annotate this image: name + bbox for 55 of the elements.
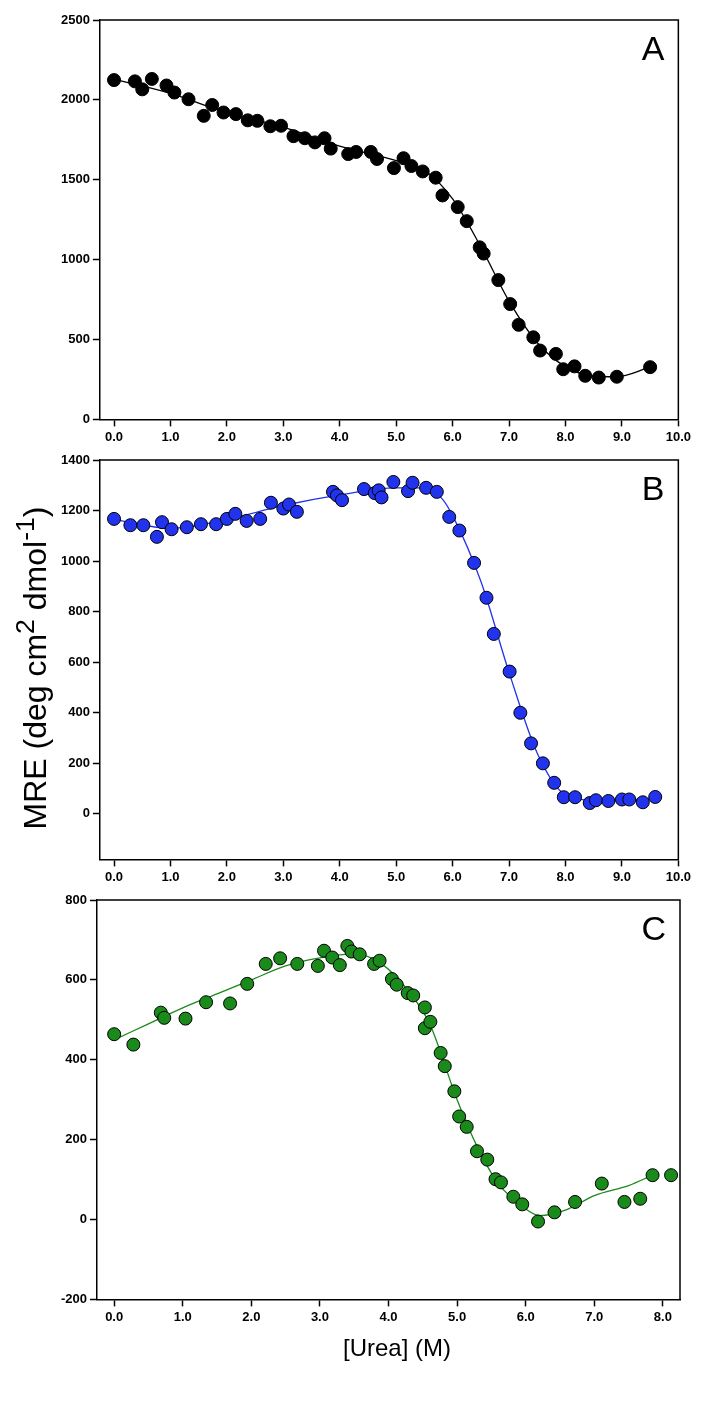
x-tick-label: 1.0 (161, 428, 180, 444)
y-tick-label: 1000 (61, 552, 90, 568)
x-tick-label: 6.0 (443, 428, 462, 444)
x-tick-label: 6.0 (443, 868, 462, 884)
x-tick-label: 4.0 (379, 1308, 398, 1324)
y-tick-label: 800 (68, 603, 90, 619)
x-tick-label: 1.0 (173, 1308, 192, 1324)
y-tick-label: 1000 (61, 251, 90, 267)
x-tick-label: 2.0 (217, 428, 236, 444)
x-tick-label: 3.0 (310, 1308, 329, 1324)
x-tick-label: 8.0 (653, 1308, 672, 1324)
x-axis-title: [Urea] (M) (342, 1334, 452, 1362)
x-tick-label: 7.0 (500, 868, 519, 884)
y-tick-label: 200 (65, 1131, 88, 1147)
x-tick-label: 10.0 (665, 868, 692, 884)
x-tick-label: 8.0 (556, 868, 575, 884)
y-tick-label: 1500 (61, 171, 90, 187)
x-tick-label: 5.0 (448, 1308, 467, 1324)
x-tick-label: 4.0 (330, 428, 349, 444)
x-tick-label: 2.0 (242, 1308, 261, 1324)
annotation: A (641, 29, 665, 68)
y-tick-label: 400 (65, 1051, 88, 1067)
y-tick-label: 500 (68, 331, 90, 347)
x-tick-label: 4.0 (330, 868, 349, 884)
y-tick-label: 0 (82, 805, 90, 821)
x-tick-label: 5.0 (387, 428, 406, 444)
x-tick-label: 0.0 (104, 428, 124, 444)
x-tick-label: 10.0 (665, 428, 692, 444)
x-tick-label: 2.0 (217, 868, 236, 884)
x-tick-label: 7.0 (585, 1308, 604, 1324)
y-tick-label: 1400 (61, 451, 90, 467)
annotation: B (641, 469, 665, 508)
y-tick-label: -200 (60, 1290, 88, 1306)
x-tick-label: 7.0 (500, 428, 519, 444)
x-tick-label: 1.0 (161, 868, 180, 884)
y-tick-label: 600 (68, 653, 90, 669)
x-tick-label: 0.0 (105, 1308, 124, 1324)
y-tick-label: 400 (68, 704, 90, 720)
y-tick-label: 600 (65, 971, 88, 987)
y-tick-label: 1200 (61, 502, 90, 518)
x-tick-label: 9.0 (612, 428, 631, 444)
x-tick-label: 3.0 (274, 428, 293, 444)
y-tick-label: 0 (82, 410, 90, 426)
y-tick-label: 0 (79, 1211, 88, 1227)
x-tick-label: 9.0 (612, 868, 631, 884)
y-tick-label: 200 (68, 754, 90, 770)
annotation: C (641, 909, 666, 948)
y-tick-label: 800 (65, 891, 88, 907)
x-tick-label: 6.0 (516, 1308, 535, 1324)
y-tick-label: 2500 (61, 11, 90, 27)
x-tick-label: 8.0 (556, 428, 575, 444)
x-tick-label: 0.0 (104, 868, 124, 884)
y-tick-label: 2000 (61, 91, 90, 107)
x-tick-label: 5.0 (387, 868, 406, 884)
x-tick-label: 3.0 (274, 868, 293, 884)
